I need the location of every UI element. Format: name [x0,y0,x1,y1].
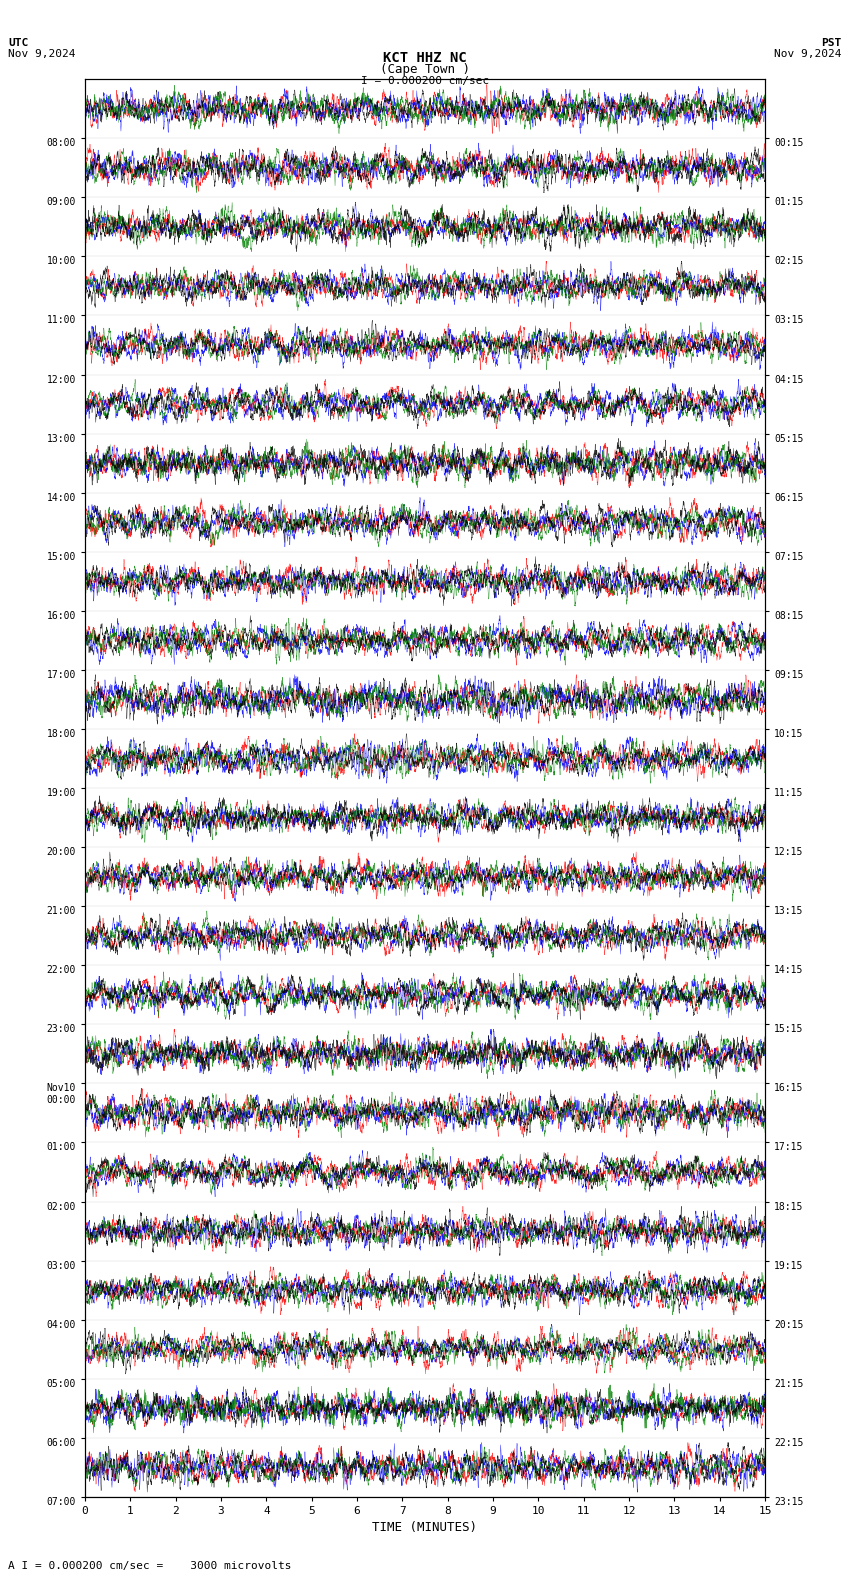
Text: Nov 9,2024: Nov 9,2024 [774,49,842,59]
Text: Nov 9,2024: Nov 9,2024 [8,49,76,59]
Text: KCT HHZ NC: KCT HHZ NC [383,51,467,65]
Text: (Cape Town ): (Cape Town ) [380,63,470,76]
Text: UTC: UTC [8,38,29,48]
Text: A I = 0.000200 cm/sec =    3000 microvolts: A I = 0.000200 cm/sec = 3000 microvolts [8,1562,292,1571]
X-axis label: TIME (MINUTES): TIME (MINUTES) [372,1522,478,1535]
Text: I = 0.000200 cm/sec: I = 0.000200 cm/sec [361,76,489,86]
Text: PST: PST [821,38,842,48]
